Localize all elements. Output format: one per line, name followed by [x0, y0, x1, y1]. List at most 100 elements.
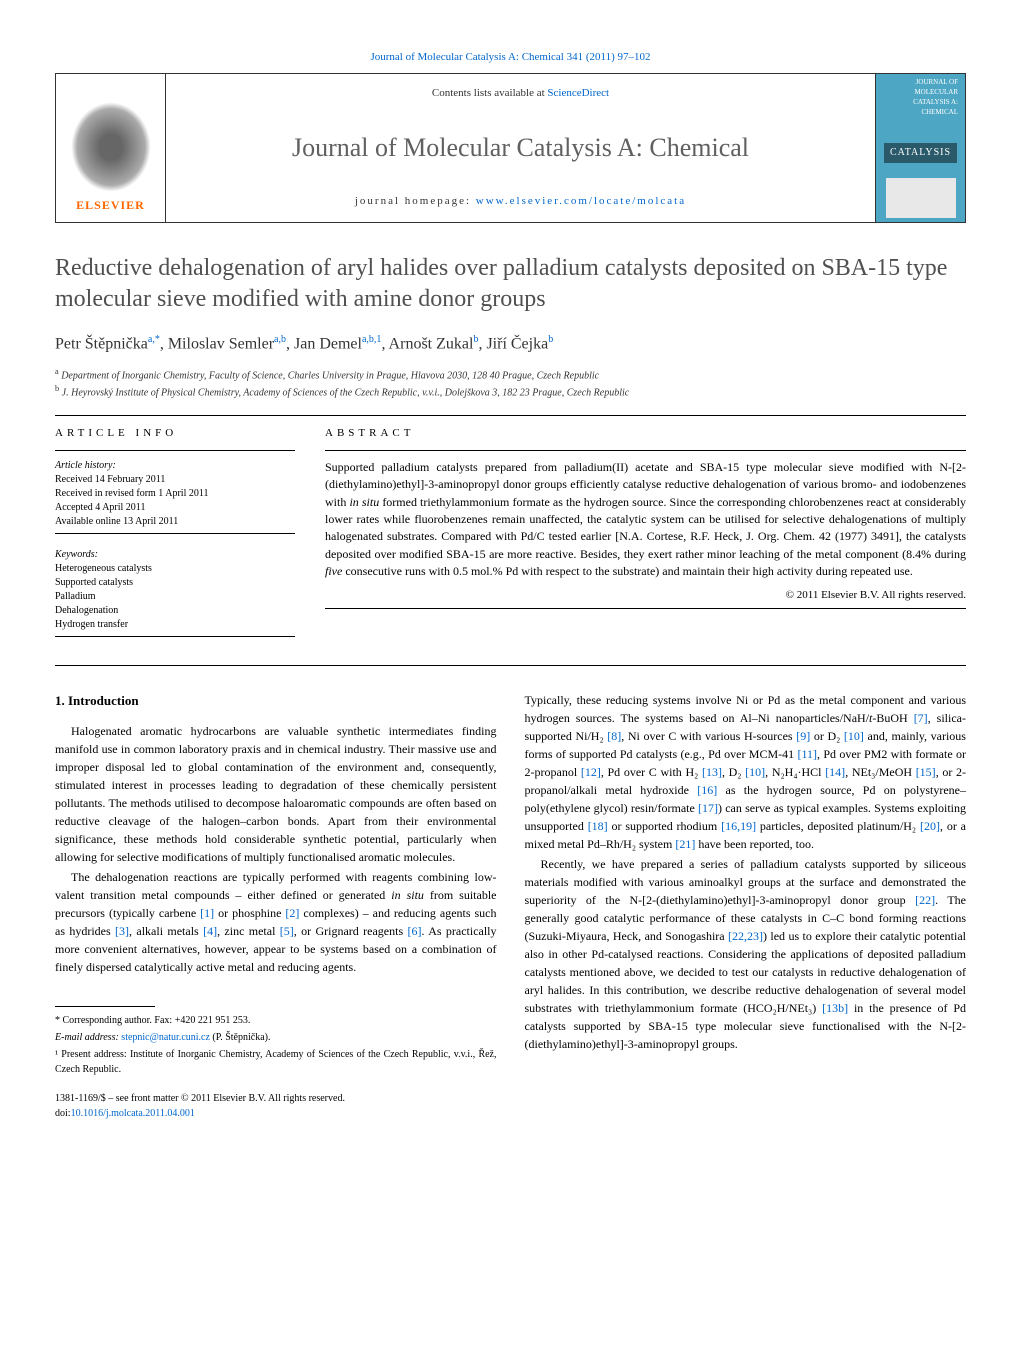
ref-13b[interactable]: [13b]: [822, 1001, 848, 1015]
ref-15[interactable]: [15]: [916, 765, 936, 779]
ref-16-19[interactable]: [16,19]: [721, 819, 756, 833]
keyword-4: Hydrogen transfer: [55, 618, 295, 632]
p2-em: in situ: [391, 888, 424, 902]
corresponding-author: * Corresponding author. Fax: +420 221 95…: [55, 1013, 497, 1028]
intro-p1: Halogenated aromatic hydrocarbons are va…: [55, 722, 497, 866]
p2-seg-c: or phosphine: [214, 906, 285, 920]
author-3: , Jan Demel: [286, 335, 362, 352]
ref-13[interactable]: [13]: [702, 765, 722, 779]
ref-6[interactable]: [6]: [408, 924, 422, 938]
ref-10[interactable]: [10]: [844, 729, 864, 743]
email-link[interactable]: stepnic@natur.cuni.cz: [121, 1032, 210, 1043]
col2-p2: Recently, we have prepared a series of p…: [525, 855, 967, 1053]
author-2-sup[interactable]: a,b: [274, 334, 286, 345]
front-matter-line: 1381-1169/$ – see front matter © 2011 El…: [55, 1091, 497, 1106]
ref-22[interactable]: [22]: [915, 893, 935, 907]
p2-seg-e: , alkali metals: [129, 924, 203, 938]
footer-rule: [55, 1006, 155, 1007]
ref-10b[interactable]: [10]: [745, 765, 765, 779]
history-received: Received 14 February 2011: [55, 473, 295, 487]
affiliation-a-text: Department of Inorganic Chemistry, Facul…: [61, 370, 599, 381]
info-rule-2: [55, 533, 295, 534]
journal-citation-top[interactable]: Journal of Molecular Catalysis A: Chemic…: [55, 50, 966, 65]
keyword-1: Supported catalysts: [55, 576, 295, 590]
ref-8[interactable]: [8]: [607, 729, 621, 743]
ref-22-23[interactable]: [22,23]: [728, 929, 763, 943]
abstract-copyright: © 2011 Elsevier B.V. All rights reserved…: [325, 588, 966, 603]
abstract-rule: [325, 450, 966, 451]
history-online: Available online 13 April 2011: [55, 515, 295, 529]
abstract-text: Supported palladium catalysts prepared f…: [325, 459, 966, 581]
c2p1-d: , Ni over C with various H-sources: [621, 729, 796, 743]
article-info-heading: ARTICLE INFO: [55, 426, 295, 441]
ref-12[interactable]: [12]: [581, 765, 601, 779]
sciencedirect-link[interactable]: ScienceDirect: [547, 87, 609, 99]
email-line: E-mail address: stepnic@natur.cuni.cz (P…: [55, 1030, 497, 1045]
c2p1-r: have been reported, too.: [695, 837, 814, 851]
history-revised: Received in revised form 1 April 2011: [55, 487, 295, 501]
rule-above-info: [55, 415, 966, 416]
p2-seg-f: , zinc metal: [217, 924, 280, 938]
homepage-prefix: journal homepage:: [355, 195, 476, 207]
ref-5[interactable]: [5]: [280, 924, 294, 938]
header-center: Contents lists available at ScienceDirec…: [166, 74, 875, 221]
author-1: Petr Štěpnička: [55, 335, 148, 352]
ref-4[interactable]: [4]: [203, 924, 217, 938]
ref-20[interactable]: [20]: [920, 819, 940, 833]
cover-title: CATALYSIS: [884, 143, 957, 163]
ref-2[interactable]: [2]: [285, 906, 299, 920]
column-right: Typically, these reducing systems involv…: [525, 691, 967, 1122]
ref-9[interactable]: [9]: [796, 729, 810, 743]
journal-cover-thumbnail: JOURNAL OF MOLECULAR CATALYSIS A: CHEMIC…: [875, 74, 965, 221]
abstract-seg-3: consecutive runs with 0.5 mol.% Pd with …: [342, 564, 913, 578]
ref-3[interactable]: [3]: [115, 924, 129, 938]
homepage-line: journal homepage: www.elsevier.com/locat…: [186, 194, 855, 209]
author-1-sup[interactable]: a,*: [148, 334, 160, 345]
header-box: ELSEVIER Contents lists available at Sci…: [55, 73, 966, 222]
c2p1-p: particles, deposited platinum/H₂: [756, 819, 920, 833]
keyword-0: Heterogeneous catalysts: [55, 562, 295, 576]
affiliations-block: a Department of Inorganic Chemistry, Fac…: [55, 366, 966, 401]
elsevier-tree-icon: [71, 102, 151, 192]
abstract-seg-2: formed triethylammonium formate as the h…: [325, 495, 966, 561]
history-accepted: Accepted 4 April 2011: [55, 501, 295, 515]
col2-p1: Typically, these reducing systems involv…: [525, 691, 967, 853]
p2-seg-g: , or Grignard reagents: [294, 924, 408, 938]
contents-line: Contents lists available at ScienceDirec…: [186, 86, 855, 101]
keyword-3: Dehalogenation: [55, 604, 295, 618]
c2p1-o: or supported rhodium: [608, 819, 721, 833]
homepage-url[interactable]: www.elsevier.com/locate/molcata: [476, 195, 686, 207]
c2p1-e: or D₂: [810, 729, 844, 743]
column-left: 1. Introduction Halogenated aromatic hyd…: [55, 691, 497, 1122]
publisher-name: ELSEVIER: [76, 197, 145, 214]
author-3-sup[interactable]: a,b,1: [362, 334, 381, 345]
ref-18[interactable]: [18]: [588, 819, 608, 833]
article-title: Reductive dehalogenation of aryl halides…: [55, 253, 966, 315]
ref-16[interactable]: [16]: [697, 783, 717, 797]
article-info-block: ARTICLE INFO Article history: Received 1…: [55, 426, 295, 644]
ref-21[interactable]: [21]: [675, 837, 695, 851]
contents-prefix: Contents lists available at: [432, 87, 547, 99]
author-5-sup[interactable]: b: [548, 334, 553, 345]
cover-small-label: JOURNAL OF MOLECULAR CATALYSIS A: CHEMIC…: [880, 78, 961, 117]
affiliation-b-text: J. Heyrovský Institute of Physical Chemi…: [62, 387, 630, 398]
doi-link[interactable]: 10.1016/j.molcata.2011.04.001: [71, 1108, 195, 1119]
intro-p2: The dehalogenation reactions are typical…: [55, 868, 497, 976]
ref-14[interactable]: [14]: [825, 765, 845, 779]
ref-7[interactable]: [7]: [914, 711, 928, 725]
cover-image-placeholder: [886, 178, 956, 218]
ref-1[interactable]: [1]: [200, 906, 214, 920]
abstract-em-1: in situ: [349, 495, 379, 509]
c2p2-a: Recently, we have prepared a series of p…: [525, 857, 967, 907]
c2p1-i: , D₂: [722, 765, 745, 779]
ref-11[interactable]: [11]: [797, 747, 817, 761]
info-rule-3: [55, 636, 295, 637]
keyword-2: Palladium: [55, 590, 295, 604]
doi-line: doi:10.1016/j.molcata.2011.04.001: [55, 1106, 497, 1121]
author-5: , Jiří Čejka: [478, 335, 548, 352]
c2p1-h: , Pd over C with H₂: [601, 765, 702, 779]
abstract-em-2: five: [325, 564, 342, 578]
doi-prefix: doi:: [55, 1108, 71, 1119]
journal-name: Journal of Molecular Catalysis A: Chemic…: [186, 130, 855, 166]
ref-17[interactable]: [17]: [698, 801, 718, 815]
